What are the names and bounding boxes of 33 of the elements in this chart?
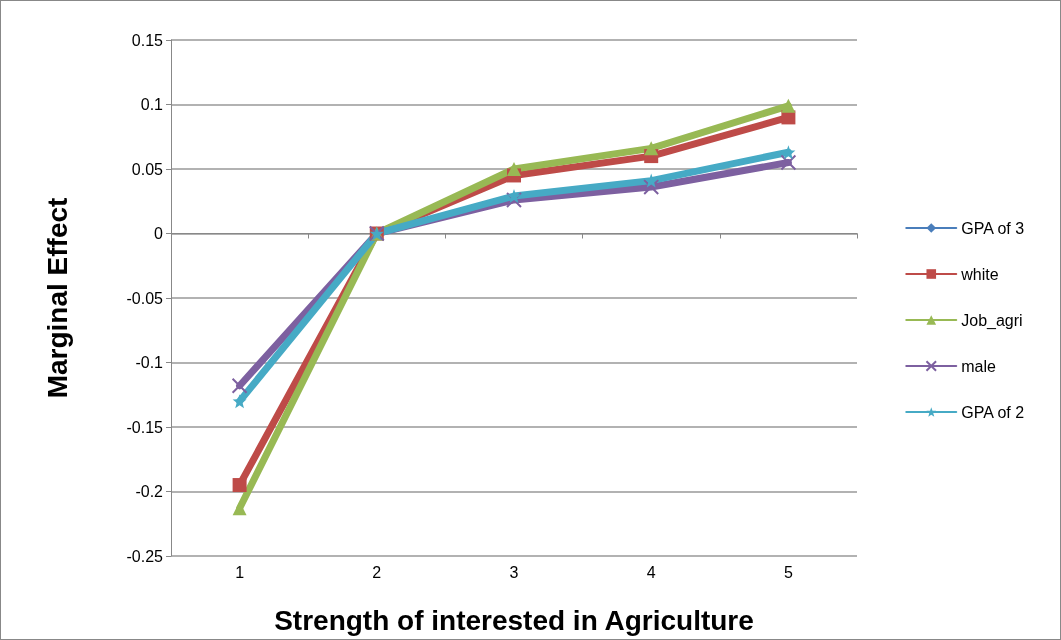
x-axis-title: Strength of interested in Agriculture (274, 604, 754, 636)
y-tick-label: 0.15 (131, 31, 164, 49)
y-tick-label: -0.25 (126, 547, 164, 565)
y-tick-label: 0.1 (140, 96, 164, 113)
x-tick-label: 4 (646, 563, 656, 581)
point (644, 173, 659, 188)
x-tick-label: 1 (235, 563, 245, 581)
y-tick-label: 0 (154, 225, 164, 242)
point (231, 377, 248, 394)
y-tick-label: -0.05 (126, 289, 164, 307)
y-tick-label: -0.15 (126, 418, 164, 436)
legend-label: white (960, 265, 999, 283)
point (507, 189, 521, 204)
legend-label: GPA of 2 (961, 403, 1025, 421)
y-tick-label: -0.2 (135, 483, 164, 500)
point (780, 154, 797, 171)
point (232, 478, 247, 493)
point (781, 98, 796, 113)
point (643, 179, 660, 196)
point (506, 191, 522, 208)
y-tick-label: 0.05 (131, 160, 164, 178)
point (507, 162, 521, 176)
point (232, 501, 247, 516)
x-tick-label: 3 (509, 563, 519, 581)
y-axis-title: Marginal Effect (41, 197, 73, 399)
point (232, 394, 247, 409)
point (644, 141, 659, 156)
x-tick-label: 2 (372, 563, 382, 581)
legend-label: GPA of 3 (961, 219, 1025, 237)
x-tick-label: 5 (783, 563, 793, 581)
y-tick-label: -0.1 (135, 354, 164, 371)
legend-label: Job_agri (961, 311, 1023, 330)
legend-label: male (961, 357, 997, 375)
